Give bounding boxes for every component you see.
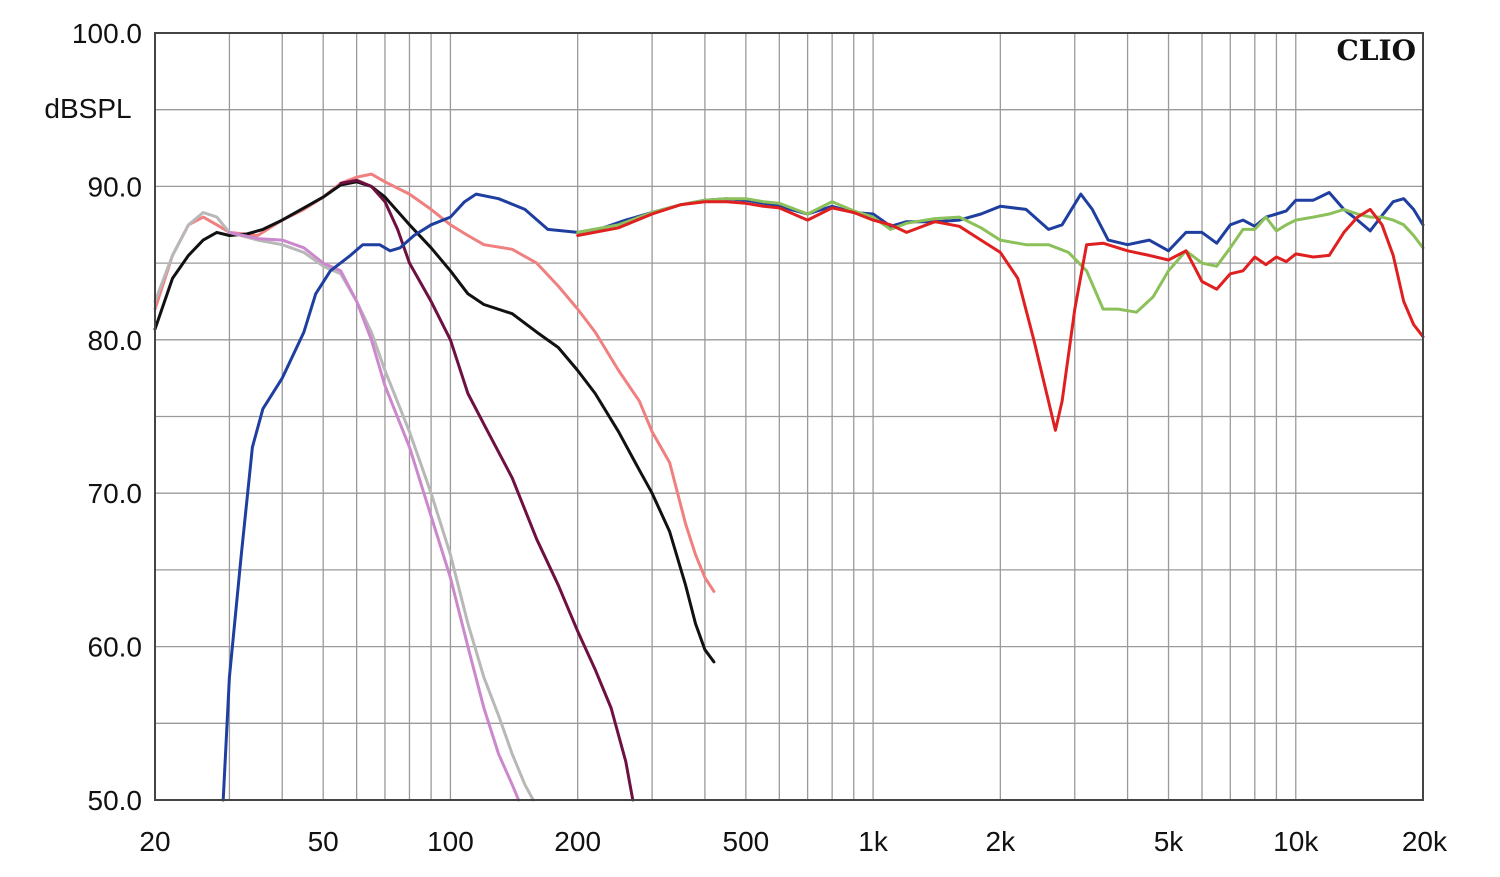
y-axis-unit-label: dBSPL bbox=[44, 93, 131, 124]
x-tick-label: 20 bbox=[139, 826, 170, 857]
x-tick-label: 2k bbox=[986, 826, 1017, 857]
series-layer bbox=[153, 172, 1425, 802]
series-line-7 bbox=[576, 197, 1425, 314]
y-tick-label: 90.0 bbox=[88, 171, 143, 202]
x-tick-label: 50 bbox=[308, 826, 339, 857]
x-tick-label: 20k bbox=[1402, 826, 1448, 857]
y-tick-label: 100.0 bbox=[72, 18, 142, 49]
x-tick-label: 500 bbox=[723, 826, 770, 857]
y-tick-label: 80.0 bbox=[88, 325, 143, 356]
series-line-3 bbox=[339, 178, 635, 802]
y-tick-label: 60.0 bbox=[88, 632, 143, 663]
x-tick-labels: 20 50 100 200 500 1k 2k 5k 10k 20k bbox=[139, 826, 1448, 857]
x-tick-label: 200 bbox=[554, 826, 601, 857]
x-tick-label: 10k bbox=[1273, 826, 1319, 857]
y-tick-labels: 100.0 90.0 80.0 70.0 60.0 50.0 bbox=[72, 18, 142, 816]
brand-label: CLIO bbox=[1337, 34, 1416, 67]
x-tick-label: 5k bbox=[1154, 826, 1185, 857]
series-line-6 bbox=[221, 191, 1425, 802]
series-line-5 bbox=[227, 230, 521, 802]
series-line-8 bbox=[576, 200, 1425, 432]
x-tick-label: 1k bbox=[858, 826, 889, 857]
plot-frame bbox=[154, 32, 1424, 801]
grid-lines bbox=[154, 32, 1424, 801]
y-tick-label: 70.0 bbox=[88, 478, 143, 509]
y-tick-label: 50.0 bbox=[88, 785, 143, 816]
x-tick-label: 100 bbox=[427, 826, 474, 857]
